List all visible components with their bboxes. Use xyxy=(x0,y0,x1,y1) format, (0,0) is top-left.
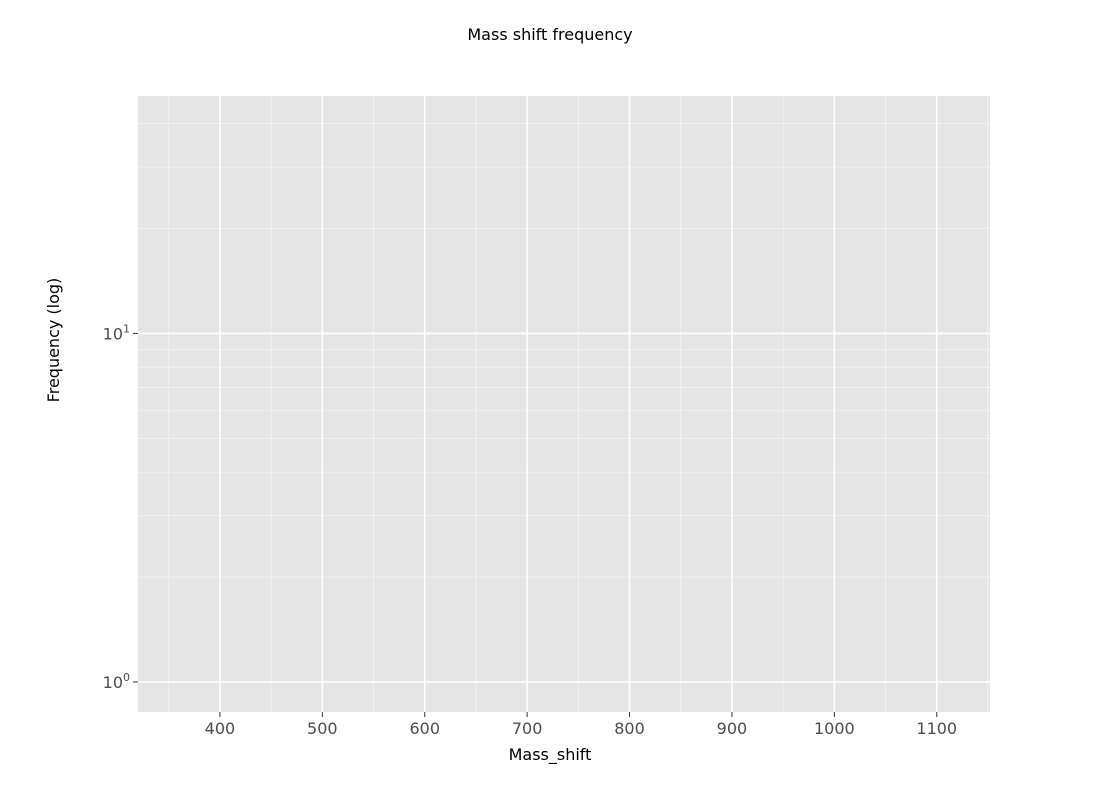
plot-panel xyxy=(138,96,990,712)
major-gridlines xyxy=(138,96,990,712)
x-tick-label: 1000 xyxy=(814,719,855,738)
y-axis-label: Frequency (log) xyxy=(44,278,63,403)
x-tick-label: 600 xyxy=(409,719,440,738)
x-tick-label: 1100 xyxy=(916,719,957,738)
y-tick-label: 100 xyxy=(103,671,130,692)
y-axis-ticks: 100 101 xyxy=(103,322,138,692)
x-axis-label: Mass_shift xyxy=(509,745,592,765)
minor-gridlines xyxy=(138,96,990,712)
y-tick-label: 101 xyxy=(103,322,130,343)
x-tick-label: 800 xyxy=(614,719,645,738)
x-axis-ticks: 400 500 600 700 800 900 1000 1100 xyxy=(205,712,957,738)
x-tick-label: 400 xyxy=(205,719,236,738)
x-tick-label: 700 xyxy=(512,719,543,738)
chart-title: Mass shift frequency xyxy=(467,25,632,44)
x-tick-label: 500 xyxy=(307,719,338,738)
x-tick-label: 900 xyxy=(717,719,748,738)
